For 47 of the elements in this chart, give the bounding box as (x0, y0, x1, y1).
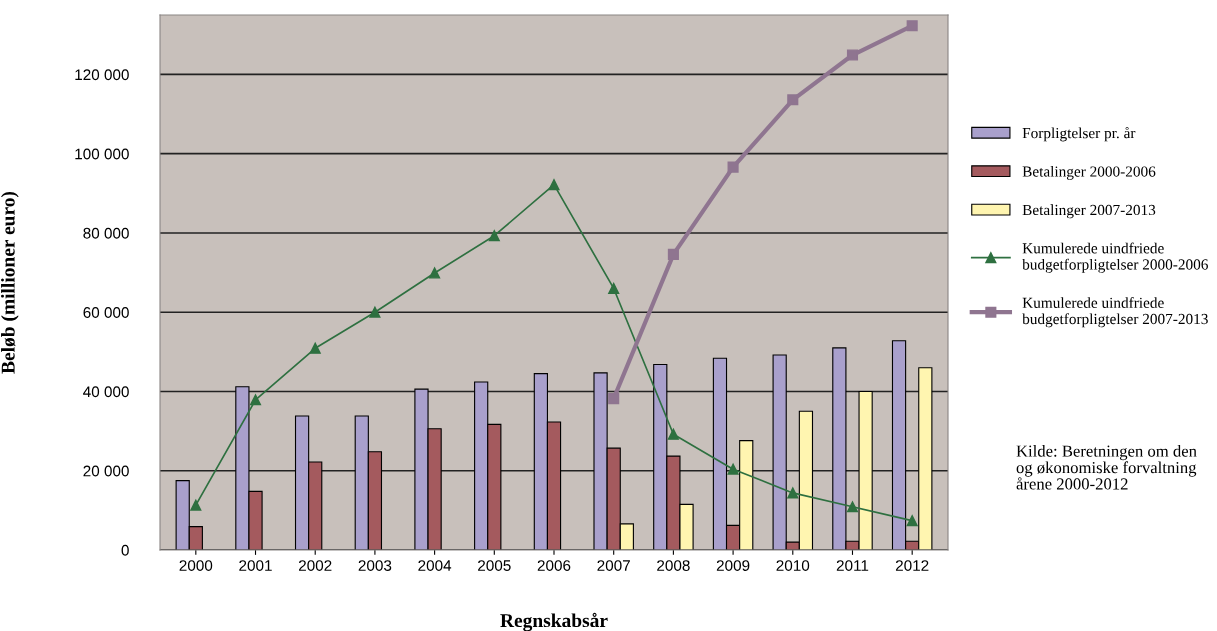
x-tick-label: 2000 (179, 560, 213, 571)
y-tick-label: 120 000 (75, 69, 129, 81)
point (846, 501, 859, 513)
point (667, 248, 679, 260)
point (548, 179, 560, 191)
point (727, 161, 739, 173)
legend-label: Kumulerede uindfriede budgetforpligtelser 2007-2013 (1022, 297, 1208, 328)
x-tick-label: 2003 (358, 560, 392, 571)
point (190, 499, 202, 511)
point (608, 282, 620, 295)
point (249, 394, 262, 406)
point (727, 463, 739, 475)
legend-label: Kumulerede uindfriede budgetforpligtelser 2000-2006 (1022, 242, 1208, 273)
x-tick-label: 2004 (418, 560, 452, 571)
point (429, 267, 441, 279)
x-tick-label: 2007 (597, 560, 630, 571)
x-tick-label: 2006 (537, 560, 571, 571)
y-tick-label: 100 000 (75, 148, 129, 160)
x-tick-label: 2008 (657, 560, 690, 571)
x-axis-title: Regnskabsår (500, 612, 608, 631)
x-tick-label: 2011 (836, 560, 869, 571)
point (787, 487, 799, 499)
point (906, 20, 918, 32)
point (787, 94, 799, 106)
y-tick-label: 40 000 (83, 386, 129, 398)
legend-label: Betalinger 2000-2006 (1022, 165, 1156, 180)
point (906, 515, 918, 527)
point (846, 49, 859, 61)
y-axis-title: Beløb (millioner euro) (1, 191, 19, 374)
legend-label: Forpligtelser pr. år (1022, 127, 1136, 142)
x-tick-label: 2010 (776, 560, 810, 571)
x-tick-label: 2002 (298, 560, 332, 571)
point (309, 342, 321, 354)
legend-label: Betalinger 2007-2013 (1022, 204, 1156, 219)
point (369, 306, 381, 318)
point (608, 393, 620, 405)
x-tick-label: 2001 (239, 560, 272, 571)
y-tick-label: 20 000 (83, 465, 129, 477)
x-tick-label: 2012 (895, 560, 929, 571)
point (667, 428, 679, 440)
x-tick-label: 2009 (716, 560, 750, 571)
y-tick-label: 60 000 (83, 307, 129, 318)
x-tick-label: 2005 (478, 560, 511, 571)
text: Kilde: Beretningen om den og økonomiske forvaltning årene 2000-2012 (1016, 445, 1197, 490)
y-tick-label: 0 (121, 544, 129, 556)
point (488, 230, 500, 242)
y-tick-label: 80 000 (83, 227, 129, 239)
